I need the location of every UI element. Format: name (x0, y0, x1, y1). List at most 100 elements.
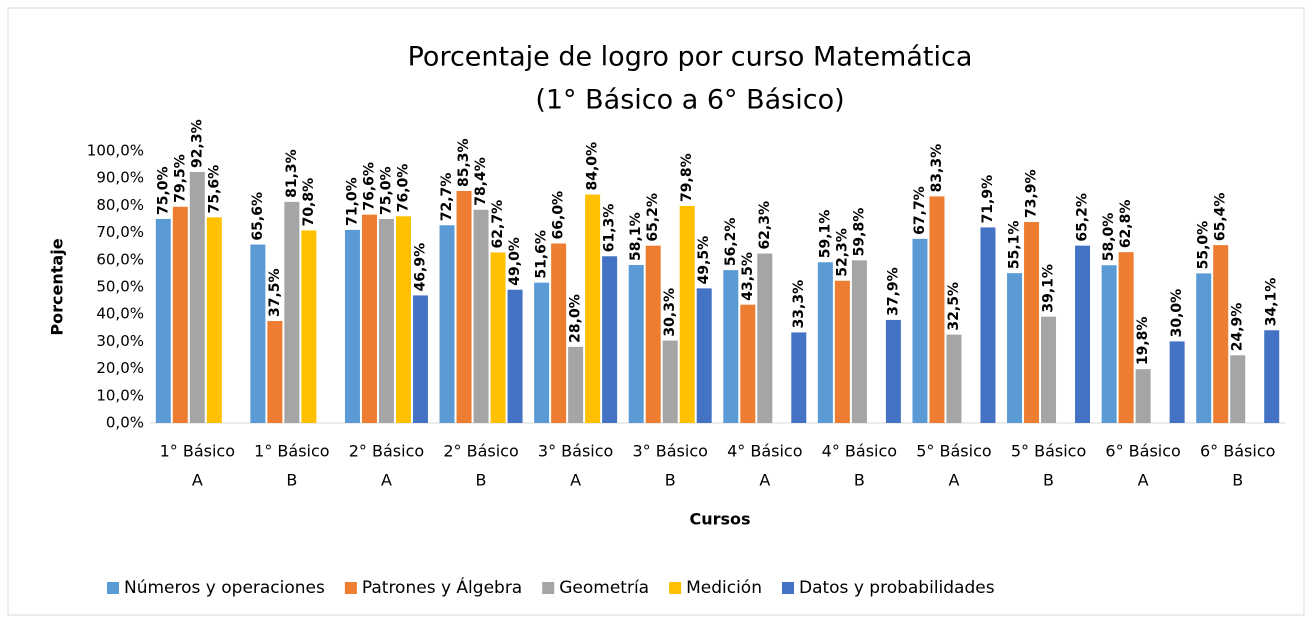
value-label: 59,8% (851, 208, 867, 257)
y-tick-label: 90,0% (96, 169, 144, 187)
x-tick-label: B (854, 471, 865, 490)
y-tick-label: 30,0% (96, 332, 144, 350)
value-label: 62,3% (757, 201, 773, 250)
value-label: 71,9% (980, 175, 996, 224)
bar (534, 282, 550, 423)
x-tick-label: B (1043, 471, 1054, 490)
value-label: 28,0% (568, 294, 584, 343)
value-label: 75,0% (155, 166, 171, 215)
value-label: 66,0% (551, 191, 567, 240)
x-tick-label: 6° Básico (1200, 442, 1275, 461)
y-tick-label: 0,0% (106, 414, 144, 432)
value-label: 83,3% (929, 144, 945, 193)
bar (284, 201, 300, 423)
value-label: 49,5% (696, 236, 712, 285)
bar (1169, 341, 1185, 423)
y-tick-label: 70,0% (96, 223, 144, 241)
value-label: 32,5% (946, 282, 962, 331)
bar (301, 230, 317, 423)
bar (551, 243, 567, 423)
bar (1135, 369, 1151, 423)
value-label: 73,9% (1024, 169, 1040, 218)
value-label: 37,5% (267, 268, 283, 317)
value-label: 75,0% (378, 166, 394, 215)
x-tick-label: A (759, 471, 770, 490)
y-tick-label: 100,0% (87, 142, 144, 160)
value-label: 58,0% (1101, 213, 1117, 262)
value-label: 19,8% (1135, 317, 1151, 366)
bar (679, 205, 695, 423)
value-label: 79,5% (172, 154, 188, 203)
value-label: 76,0% (395, 164, 411, 213)
bar (929, 196, 945, 423)
x-tick-label: A (570, 471, 581, 490)
value-label: 30,0% (1169, 289, 1185, 338)
bar (568, 346, 584, 423)
bar (757, 253, 773, 423)
value-label: 81,3% (284, 149, 300, 198)
y-tick-label: 80,0% (96, 196, 144, 214)
x-tick-label: B (286, 471, 297, 490)
y-tick-label: 10,0% (96, 386, 144, 404)
value-label: 49,0% (507, 237, 523, 286)
bar (267, 321, 283, 423)
bar (1007, 273, 1023, 423)
bar (490, 252, 506, 423)
x-tick-label: A (192, 471, 203, 490)
value-label: 62,8% (1118, 200, 1134, 249)
bar (834, 280, 850, 423)
value-label: 65,4% (1213, 193, 1229, 242)
value-label: 78,4% (473, 157, 489, 206)
x-tick-label: 5° Básico (1011, 442, 1086, 461)
bar (1118, 252, 1134, 423)
bar (189, 171, 205, 423)
x-tick-label: 4° Básico (727, 442, 802, 461)
x-tick-label: 6° Básico (1105, 442, 1180, 461)
value-label: 46,9% (412, 243, 428, 292)
value-label: 61,3% (602, 204, 618, 253)
bar (378, 219, 394, 423)
value-label: 85,3% (456, 138, 472, 187)
bar (912, 238, 928, 423)
legend-label: Patrones y Álgebra (362, 576, 522, 598)
bar (1264, 330, 1280, 423)
y-axis-label: Porcentaje (48, 238, 67, 335)
legend-swatch (542, 582, 555, 594)
bar (1230, 355, 1246, 423)
legend-label: Geometría (559, 578, 649, 598)
bar (1196, 273, 1212, 423)
x-tick-label: 2° Básico (443, 442, 518, 461)
x-tick-label: A (1138, 471, 1149, 490)
bar (628, 264, 644, 423)
x-tick-label: 3° Básico (632, 442, 707, 461)
chart-title: Porcentaje de logro por curso Matemática (408, 42, 973, 73)
x-tick-label: 3° Básico (538, 442, 613, 461)
bar (602, 256, 618, 423)
bar (696, 288, 712, 423)
bar (155, 219, 171, 423)
bar (395, 216, 411, 423)
bar (980, 227, 996, 423)
y-tick-label: 50,0% (96, 278, 144, 296)
value-label: 52,3% (834, 228, 850, 277)
value-label: 79,8% (679, 153, 695, 202)
x-tick-label: B (665, 471, 676, 490)
chart-subtitle: (1° Básico a 6° Básico) (535, 85, 844, 116)
value-label: 84,0% (585, 142, 601, 191)
x-axis-label: Cursos (689, 510, 750, 529)
value-label: 75,6% (206, 165, 222, 214)
bar (456, 190, 472, 423)
value-label: 59,1% (817, 210, 833, 259)
x-tick-label: 4° Básico (822, 442, 897, 461)
value-label: 43,5% (740, 252, 756, 301)
bar (1101, 265, 1117, 423)
value-label: 55,0% (1196, 221, 1212, 270)
value-label: 56,2% (723, 218, 739, 267)
value-label: 51,6% (534, 230, 550, 279)
bar (412, 295, 428, 423)
bar (250, 244, 266, 423)
x-tick-label: 5° Básico (916, 442, 991, 461)
bar (662, 340, 678, 423)
bar (946, 334, 962, 423)
